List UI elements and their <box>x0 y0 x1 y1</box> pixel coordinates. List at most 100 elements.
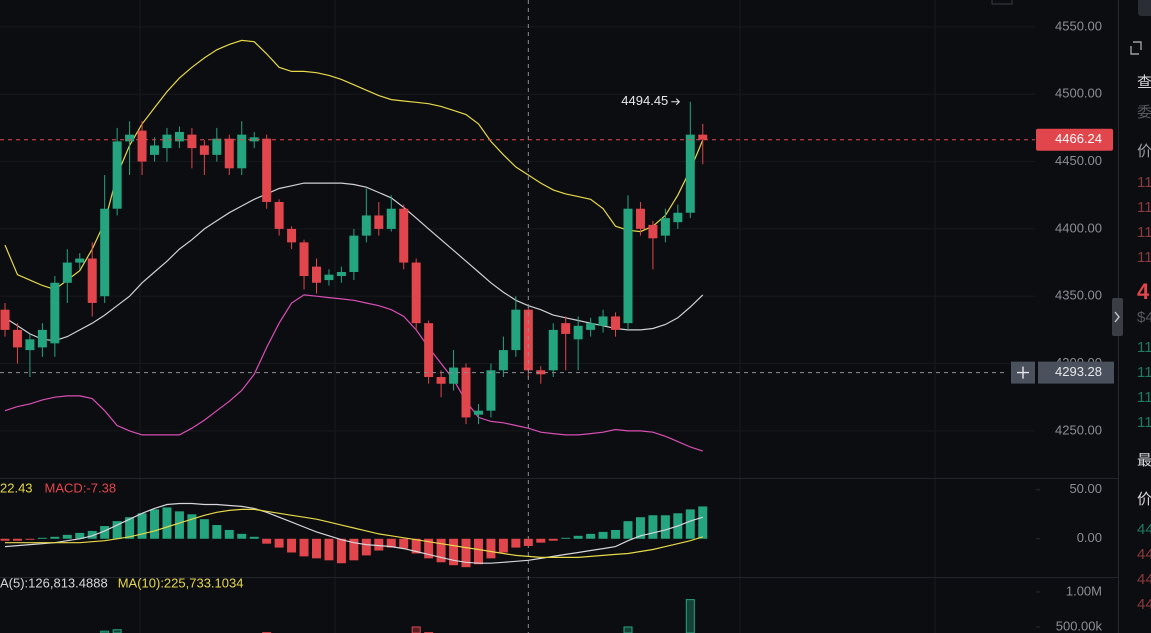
candle-body <box>125 134 135 142</box>
macd-bar <box>287 538 297 553</box>
candle-body <box>62 262 72 283</box>
candle-body <box>37 329 47 348</box>
macd-bar <box>37 537 47 539</box>
candle-body <box>100 208 110 297</box>
macd-bar <box>336 538 346 564</box>
candle-body <box>561 323 571 334</box>
collapse-tab[interactable] <box>1112 298 1123 336</box>
candle-body <box>50 282 60 344</box>
macd-bar <box>312 538 321 559</box>
macd-bar <box>411 538 421 554</box>
macd-bar <box>586 533 596 539</box>
macd-bar <box>511 538 521 548</box>
candle-body <box>112 141 122 209</box>
collapse-arrow <box>1114 311 1120 323</box>
macd-bar <box>573 535 583 539</box>
sidebar-text: 价 <box>1137 143 1151 160</box>
candle-body <box>635 208 645 229</box>
candle-body <box>374 215 384 229</box>
candle-body <box>386 208 396 229</box>
sidebar-text: 11 <box>1137 249 1151 266</box>
sidebar-text: 44 <box>1137 571 1151 588</box>
candle-body <box>336 271 346 277</box>
macd-bar <box>436 538 446 563</box>
toolbar-icon[interactable] <box>991 0 1013 5</box>
macd-legend: 22.43 <box>0 480 33 495</box>
macd-bar <box>299 538 309 557</box>
macd-legend: MACD:-7.38 <box>45 480 117 495</box>
candle-body <box>237 134 247 169</box>
macd-line <box>4 502 703 564</box>
candle-body <box>473 410 483 415</box>
candle-body <box>461 367 471 418</box>
candle-body <box>312 266 321 283</box>
macd-bar <box>112 521 122 539</box>
sidebar-button[interactable] <box>1138 0 1151 16</box>
candle-body <box>548 329 558 371</box>
candle-body <box>673 212 683 223</box>
macd-bar <box>199 519 209 539</box>
sidebar-text: $4 <box>1137 309 1151 326</box>
y-tick-label: 4350.00 <box>1055 288 1102 303</box>
y-tick-label: 4400.00 <box>1055 220 1102 235</box>
sidebar-text: 11 <box>1137 389 1151 406</box>
candle-body <box>274 201 284 229</box>
macd-bar <box>137 513 147 539</box>
volume-bar <box>100 630 110 633</box>
candle-body <box>586 323 596 330</box>
macd-bar <box>100 526 110 539</box>
macd-bar <box>548 538 558 541</box>
candle-body <box>87 258 97 303</box>
band-line <box>4 182 704 342</box>
y-tick-label: 500.00k <box>1056 618 1103 633</box>
volume-bar <box>411 626 421 633</box>
candle-body <box>299 242 309 277</box>
candle-body <box>648 224 658 239</box>
y-tick-label: 4250.00 <box>1055 422 1102 437</box>
candle-body <box>174 131 184 142</box>
macd-bar <box>611 529 621 539</box>
candle-body <box>573 325 583 340</box>
candle-body <box>212 138 222 155</box>
macd-bar <box>324 538 334 561</box>
macd-bar <box>698 506 708 539</box>
y-tick-label: 50.00 <box>1069 481 1102 496</box>
candle-body <box>137 130 147 162</box>
macd-bar <box>374 538 384 551</box>
candle-body <box>162 134 172 149</box>
sidebar-text: 11 <box>1137 224 1151 241</box>
sidebar-text: 查 <box>1137 74 1151 91</box>
candle-body <box>12 329 22 348</box>
sidebar-text: 11 <box>1137 174 1151 191</box>
candle-body <box>150 145 160 155</box>
candle-body <box>511 309 521 351</box>
sidebar-icon[interactable] <box>1130 41 1142 55</box>
crosshair-label: 4293.28 <box>1055 364 1102 379</box>
candle-body <box>449 367 459 384</box>
candle-body <box>436 377 446 384</box>
high-annotation: 4494.45 <box>621 93 668 108</box>
macd-bar <box>424 538 434 559</box>
sidebar-text: 最 <box>1137 452 1151 469</box>
macd-bar <box>274 538 284 548</box>
candle-body <box>25 339 35 351</box>
macd-bar <box>237 533 247 539</box>
macd-bar <box>174 511 184 539</box>
macd-bar <box>635 517 645 539</box>
candle-body <box>685 134 695 213</box>
sidebar-text: 44 <box>1137 596 1151 613</box>
macd-bar <box>249 536 259 539</box>
macd-bar <box>87 530 97 539</box>
macd-bar <box>561 537 571 539</box>
crosshair-label-box <box>1038 361 1114 384</box>
volume-legend: A(5):126,813.4888 <box>0 575 108 590</box>
candle-body <box>75 258 85 263</box>
candle-body <box>424 323 434 378</box>
candle-body <box>660 218 670 236</box>
sidebar-text: 11 <box>1137 199 1151 216</box>
macd-bar <box>623 521 633 539</box>
sidebar-text: 11 <box>1137 414 1151 431</box>
macd-bar <box>212 525 222 539</box>
macd-bar <box>62 534 72 539</box>
